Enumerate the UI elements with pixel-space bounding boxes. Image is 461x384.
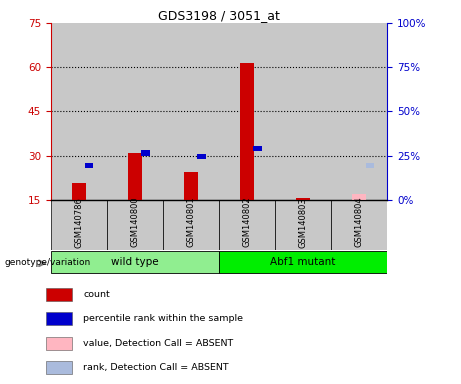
Text: GSM140803: GSM140803 [299, 197, 307, 248]
Bar [163, 200, 219, 250]
Bar [352, 194, 366, 200]
Bar [51, 200, 107, 250]
Bar [46, 288, 72, 301]
Bar [141, 150, 149, 156]
Bar [275, 23, 331, 200]
Text: GSM140786: GSM140786 [74, 197, 83, 248]
Bar [51, 23, 107, 200]
Bar [184, 172, 198, 200]
Bar [197, 154, 206, 159]
Bar [254, 146, 262, 151]
Bar [331, 23, 387, 200]
Text: value, Detection Call = ABSENT: value, Detection Call = ABSENT [83, 339, 233, 348]
Bar [107, 23, 163, 200]
Bar [107, 200, 163, 250]
Bar [366, 162, 374, 168]
Text: wild type: wild type [111, 257, 159, 266]
Text: GSM140802: GSM140802 [242, 197, 252, 247]
Bar [163, 23, 219, 200]
Text: GSM140804: GSM140804 [355, 197, 364, 247]
Text: GSM140801: GSM140801 [186, 197, 195, 247]
Title: GDS3198 / 3051_at: GDS3198 / 3051_at [158, 9, 280, 22]
Text: rank, Detection Call = ABSENT: rank, Detection Call = ABSENT [83, 363, 229, 372]
Bar [85, 162, 94, 168]
Text: percentile rank within the sample: percentile rank within the sample [83, 314, 243, 323]
Text: genotype/variation: genotype/variation [5, 258, 91, 266]
Bar [296, 198, 310, 200]
Text: Abf1 mutant: Abf1 mutant [271, 257, 336, 266]
Bar [128, 152, 142, 200]
Bar [219, 23, 275, 200]
Bar [240, 63, 254, 200]
Bar [331, 200, 387, 250]
Bar [72, 184, 86, 200]
Bar [46, 361, 72, 374]
Bar [51, 251, 219, 273]
Bar [46, 313, 72, 325]
Bar [275, 200, 331, 250]
Text: GSM140800: GSM140800 [130, 197, 139, 247]
Bar [219, 251, 387, 273]
Bar [219, 200, 275, 250]
Bar [46, 337, 72, 350]
Text: count: count [83, 290, 110, 299]
